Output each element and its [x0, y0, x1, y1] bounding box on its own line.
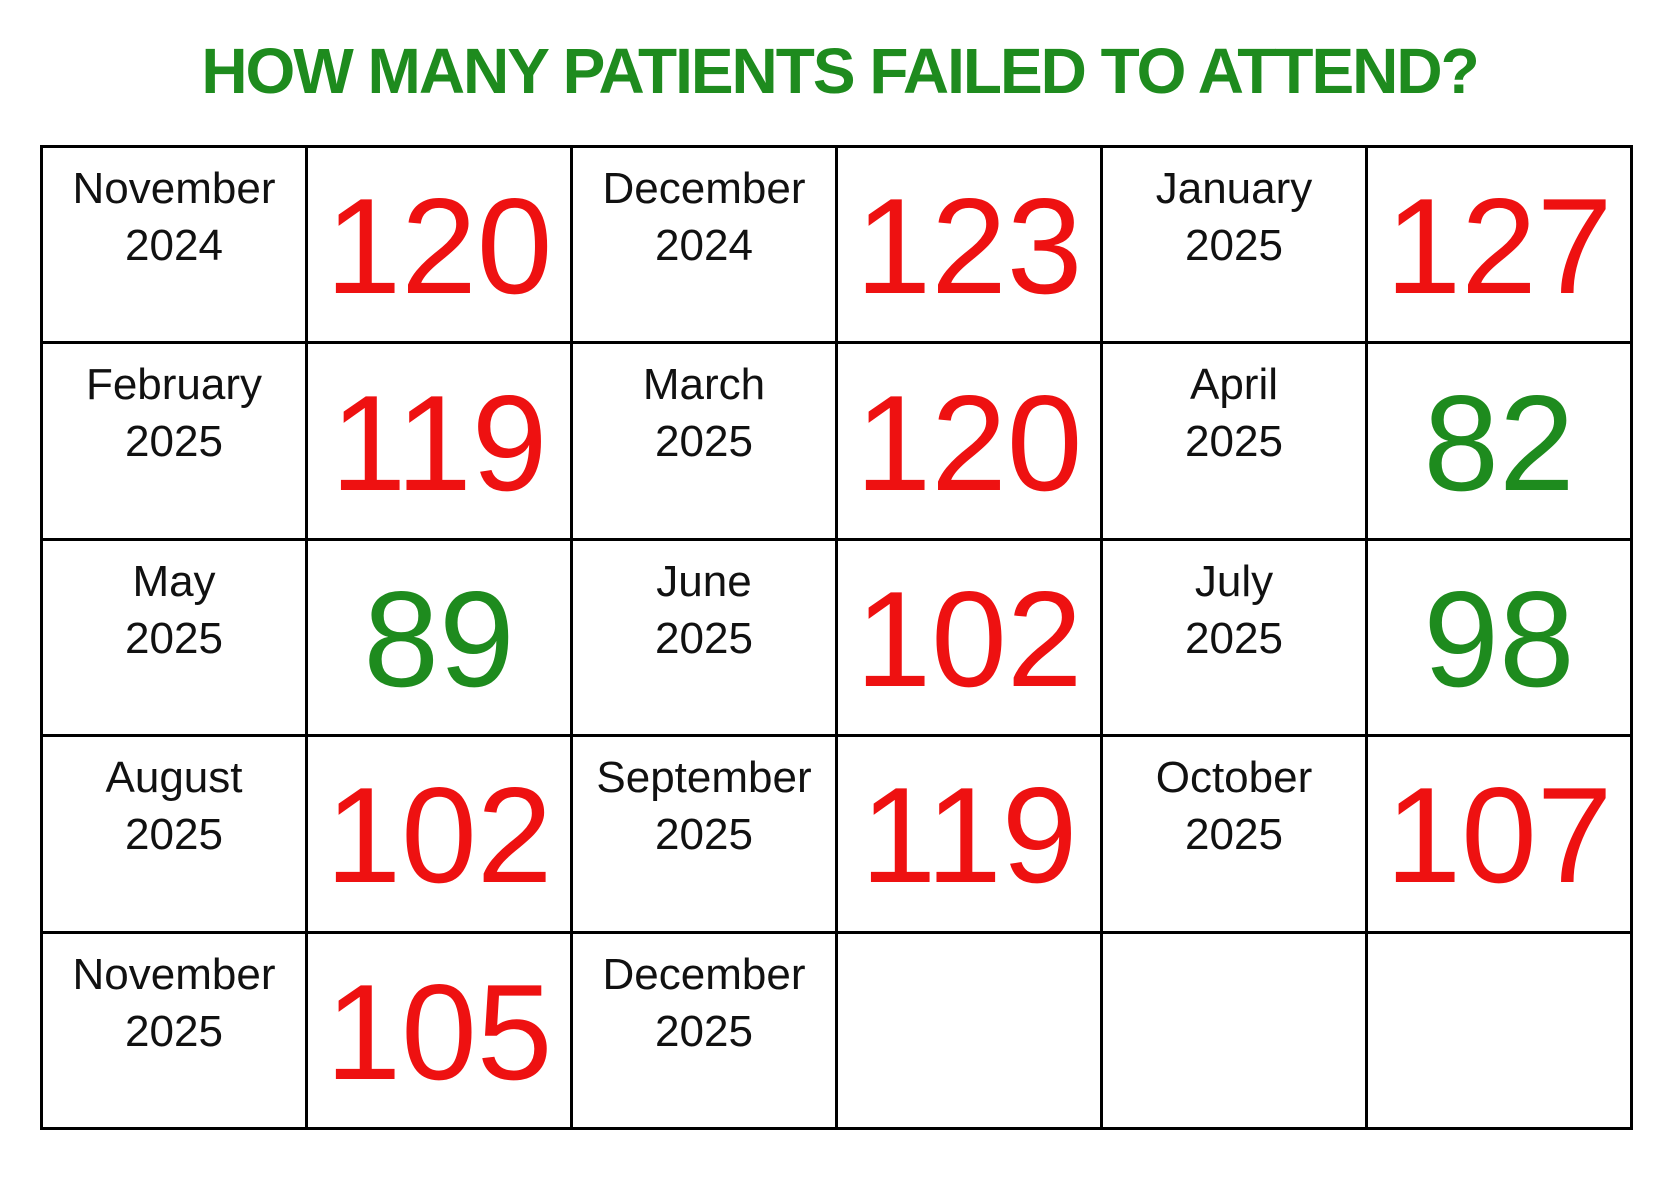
value-cell: 102	[835, 537, 1103, 738]
value-cell: 107	[1365, 734, 1633, 934]
dna-count: 119	[860, 759, 1078, 912]
dna-count: 107	[1385, 759, 1613, 912]
month-name: January	[1155, 164, 1313, 213]
month-name: October	[1155, 753, 1313, 803]
dna-count: 120	[325, 170, 553, 323]
month-year: 2025	[1185, 810, 1283, 860]
month-name: November	[72, 949, 276, 999]
month-name: April	[1189, 360, 1279, 410]
value-cell	[835, 930, 1103, 1131]
month-year: 2025	[125, 810, 223, 860]
month-cell: November 2025	[40, 930, 308, 1131]
month-name: May	[132, 556, 216, 606]
value-cell: 123	[835, 144, 1103, 345]
attendance-table: November 2024 120 December 2024 123 January 202…	[40, 144, 1633, 1131]
table-row: February 2025 119 March 2025 120 April 2025 82	[40, 341, 1633, 541]
month-name: November	[72, 164, 276, 213]
month-year: 2025	[1185, 417, 1283, 467]
month-year: 2025	[125, 613, 223, 663]
dna-count: 119	[330, 366, 548, 519]
month-cell: January 2025	[1100, 144, 1368, 345]
month-year: 2025	[1185, 221, 1283, 270]
table-row: May 2025 89 June 2025 102 July 2025 98	[40, 537, 1633, 738]
month-cell: November 2024	[40, 144, 308, 345]
month-year: 2025	[655, 417, 753, 467]
value-cell: 98	[1365, 537, 1633, 738]
dna-count: 98	[1423, 562, 1575, 715]
table-row: August 2025 102 September 2025 119 October 2025…	[40, 734, 1633, 934]
dna-count: 127	[1385, 170, 1613, 323]
value-cell: 105	[305, 930, 573, 1131]
value-cell: 102	[305, 734, 573, 934]
page-title: HOW MANY PATIENTS FAILED TO ATTEND?	[201, 35, 1479, 107]
month-year: 2024	[655, 221, 753, 270]
month-cell: December 2025	[570, 930, 838, 1131]
month-name: August	[105, 753, 243, 803]
month-cell: October 2025	[1100, 734, 1368, 934]
month-name: March	[642, 360, 766, 410]
month-cell: September 2025	[570, 734, 838, 934]
value-cell: 119	[305, 341, 573, 541]
attendance-table-body: November 2024 120 December 2024 123 January 202…	[40, 144, 1633, 1131]
month-name: June	[656, 556, 752, 606]
month-cell: February 2025	[40, 341, 308, 541]
month-year: 2025	[655, 810, 753, 860]
month-cell: May 2025	[40, 537, 308, 738]
month-year: 2024	[125, 221, 223, 270]
month-year: 2025	[655, 613, 753, 663]
table-row: November 2025 105 December 2025	[40, 930, 1633, 1131]
month-cell: June 2025	[570, 537, 838, 738]
value-cell	[1365, 930, 1633, 1131]
month-cell	[1100, 930, 1368, 1131]
month-year: 2025	[655, 1006, 753, 1056]
dna-count: 102	[855, 562, 1083, 715]
month-year: 2025	[125, 1006, 223, 1056]
dna-count: 102	[325, 759, 553, 912]
dna-count: 105	[325, 955, 553, 1108]
month-cell: March 2025	[570, 341, 838, 541]
dna-count: 82	[1423, 366, 1575, 519]
month-name: September	[596, 753, 812, 803]
value-cell: 119	[835, 734, 1103, 934]
month-name: December	[602, 949, 806, 999]
month-cell: April 2025	[1100, 341, 1368, 541]
value-cell: 120	[305, 144, 573, 345]
dna-count: 120	[855, 366, 1083, 519]
month-cell: December 2024	[570, 144, 838, 345]
month-name: December	[602, 164, 806, 213]
value-cell: 82	[1365, 341, 1633, 541]
month-name: February	[85, 360, 263, 410]
month-cell: August 2025	[40, 734, 308, 934]
month-cell: July 2025	[1100, 537, 1368, 738]
table-row: November 2024 120 December 2024 123 January 202…	[40, 144, 1633, 345]
value-cell: 89	[305, 537, 573, 738]
value-cell: 120	[835, 341, 1103, 541]
month-year: 2025	[1185, 613, 1283, 663]
month-name: July	[1194, 556, 1274, 606]
value-cell: 127	[1365, 144, 1633, 345]
dna-count: 89	[363, 562, 515, 715]
month-year: 2025	[125, 417, 223, 467]
dna-count: 123	[855, 170, 1083, 323]
